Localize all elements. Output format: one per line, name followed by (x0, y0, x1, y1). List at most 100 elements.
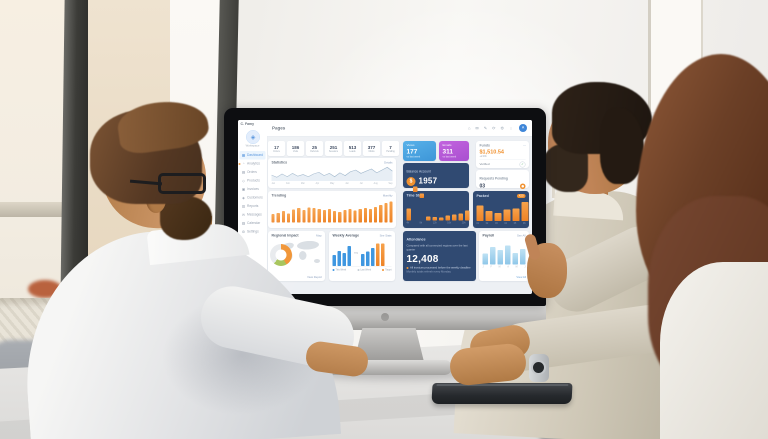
x-axis-labels: Jan Feb Mar Apr May Jun Jul Aug Sep (272, 182, 393, 185)
tick-label: Jan (271, 182, 276, 185)
bar (413, 186, 418, 193)
sidebar-item[interactable]: ▤ Orders (240, 168, 266, 177)
attendance-value: 12,408 (406, 253, 439, 265)
card-menu-icon[interactable]: ⋯ (522, 144, 526, 148)
stats-strip: 17 Orders 186 Visits 25 Refunds 251 Sessions 513… (268, 141, 399, 156)
edit-icon[interactable]: ✎ (483, 125, 488, 131)
tick-label: J (524, 265, 526, 269)
attendance-desc: Compared with all connected regions over… (406, 244, 468, 252)
bar (445, 215, 450, 221)
menu-icon: ◔ (242, 162, 245, 166)
ring-icon (520, 183, 526, 189)
bar (358, 209, 362, 223)
menu-label: Orders (247, 170, 257, 175)
menu-icon: ✉ (242, 213, 245, 217)
bar (366, 251, 370, 266)
stat-value: 377 (367, 144, 376, 150)
more-icon[interactable]: ⋮ (509, 125, 513, 131)
monthly-link[interactable]: Monthly (382, 194, 393, 198)
bar (432, 217, 437, 221)
sidebar-item[interactable]: ◈ Customers (240, 194, 266, 203)
bar (485, 210, 493, 221)
view-report-link[interactable]: View Report (307, 276, 322, 279)
bar (353, 210, 357, 223)
menu-label: Dashboard (247, 153, 263, 158)
bar (292, 209, 296, 223)
refresh-icon[interactable]: ⟳ (492, 125, 496, 131)
requests-card: Requests Pending 03 (476, 170, 529, 190)
tick-label: 03 (495, 222, 498, 225)
brand: C. Famy (240, 122, 255, 127)
bar (381, 243, 385, 266)
settings-icon[interactable]: ⚙ (500, 125, 504, 131)
sidebar-item[interactable]: ▧ Calendar (240, 219, 266, 228)
menu-label: Products (247, 179, 260, 183)
tick-label: A (507, 265, 509, 269)
menu-icon: ▥ (241, 204, 246, 209)
coin-icon: $ (406, 177, 416, 186)
menu-icon: ▣ (241, 187, 246, 192)
bar (419, 193, 424, 199)
requests-value: 03 (479, 183, 486, 190)
stat-item: 25 Refunds (306, 141, 323, 156)
card-value: 311 (442, 147, 453, 156)
balance-value: 1957 (418, 177, 438, 186)
card-title: Packed (476, 194, 489, 198)
sidebar-item[interactable]: ▦ Dashboard (239, 151, 266, 160)
sidebar-item[interactable]: ✉ Messages (240, 211, 266, 220)
tick-label: Jun (345, 182, 349, 185)
sidebar-item[interactable]: ◇ Products (240, 177, 266, 186)
check-icon: ✓ (519, 161, 526, 168)
stat-label: Visits (292, 149, 299, 153)
tick-label: Apr (315, 182, 320, 185)
menu-label: Settings (247, 230, 259, 234)
right-man-hair-back (600, 108, 644, 184)
bar (307, 207, 311, 223)
sidebar-item[interactable]: ▣ Invoices (240, 185, 266, 194)
bar (343, 210, 347, 223)
tick-label: 01 (476, 222, 480, 225)
x-axis-labels: 4h 8h 12h 16h 20h (407, 222, 466, 225)
tick-label: 4h (406, 221, 410, 225)
bar (317, 209, 321, 223)
tick-label: J (482, 265, 484, 269)
tick-label: 05 (513, 222, 517, 225)
x-axis-labels: 01 02 03 04 05 06 (477, 222, 526, 225)
sidebar-item[interactable]: ⚙ Settings (240, 228, 266, 237)
bar (322, 210, 326, 223)
attendance-note: All invoices processed before the weekly… (410, 266, 471, 270)
balance-card: Balance Account $ 1957 (403, 163, 469, 188)
sidebar-item[interactable]: ▥ Reports (240, 202, 266, 211)
bar (482, 253, 488, 265)
tick-label: 20h (461, 221, 466, 225)
avatar[interactable]: A (519, 124, 527, 132)
view-all-link[interactable]: View All (516, 276, 526, 279)
sidebar-item[interactable]: ◔ Analytics (238, 160, 266, 169)
bar (406, 208, 411, 221)
emails-card: Emails 311 vs last week (439, 141, 469, 161)
map-link[interactable]: Map (316, 234, 322, 238)
bar (389, 201, 393, 223)
details-link[interactable]: Details (384, 161, 393, 165)
bar (426, 216, 431, 221)
see-stats-link[interactable]: See Stats (379, 234, 392, 238)
legend-item: Target (382, 269, 391, 271)
see-all-link[interactable]: See All (516, 234, 526, 238)
home-icon[interactable]: ⌂ (467, 125, 471, 131)
bar (327, 209, 331, 223)
bar (302, 210, 306, 223)
bar (363, 208, 367, 223)
menu-label: Calendar (247, 221, 261, 226)
bar (347, 246, 351, 266)
bar (521, 202, 529, 221)
menu-label: Reports (247, 204, 259, 209)
card-title: Regional Impact (271, 234, 299, 238)
stat-item: 17 Orders (268, 141, 285, 156)
bar-chart-trending (271, 200, 393, 223)
active-dot (238, 162, 241, 165)
weekly-card: Weekly Average See Stats avg This Week Las… (329, 231, 395, 281)
bar (297, 208, 301, 223)
stat-value: 186 (291, 144, 300, 150)
mail-icon[interactable]: ✉ (475, 125, 479, 131)
